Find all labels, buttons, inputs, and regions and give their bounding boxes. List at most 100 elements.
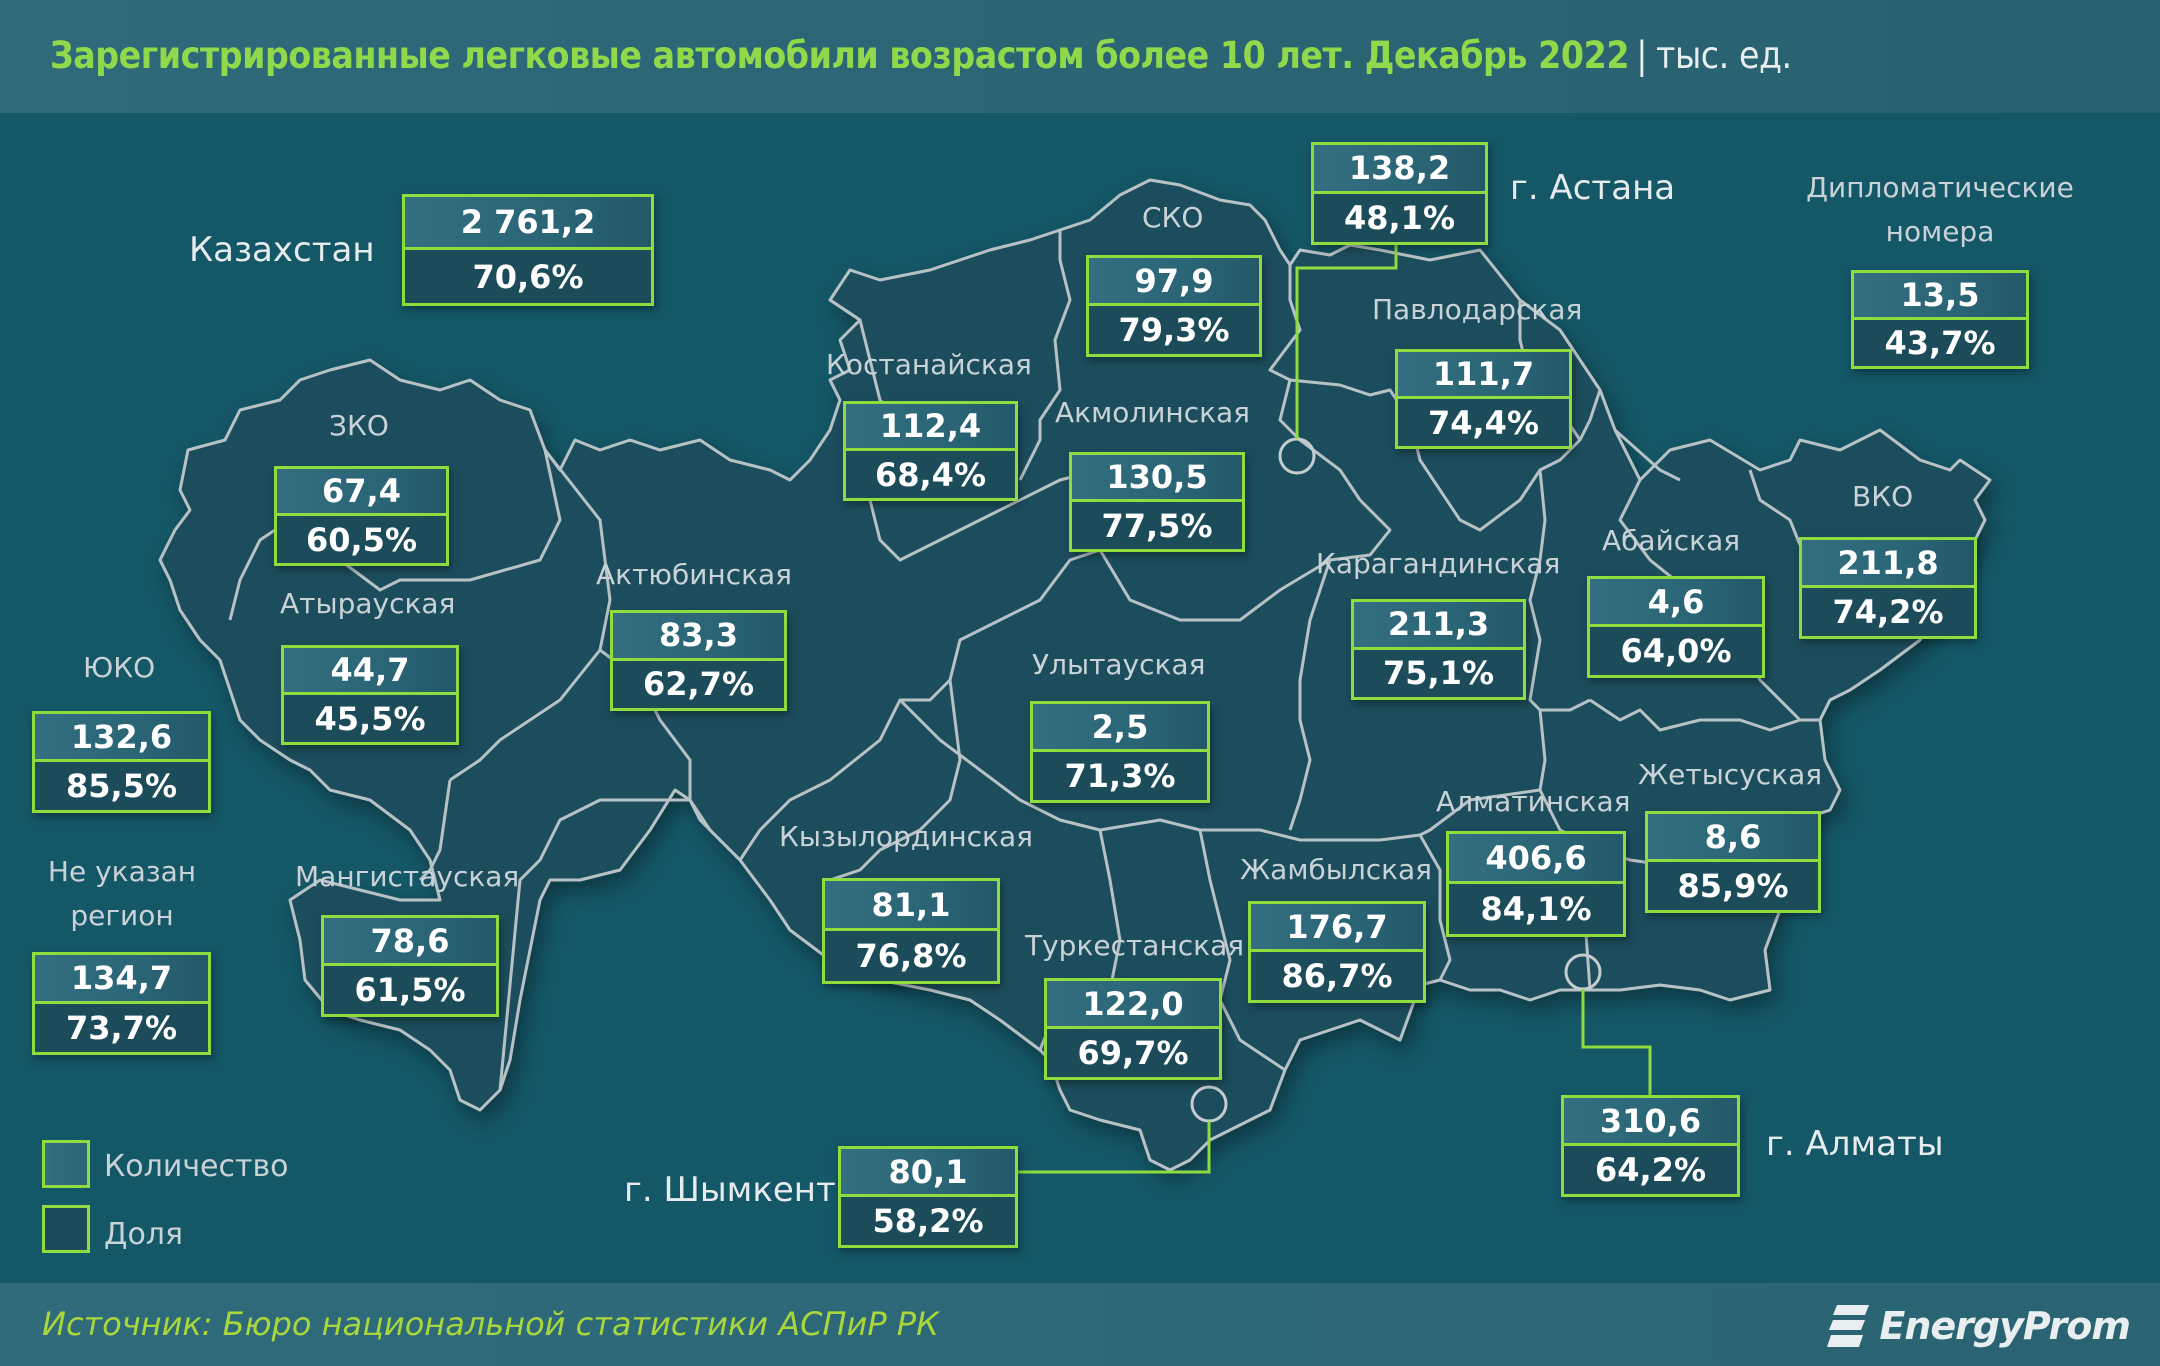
share-sko: 79,3% <box>1089 306 1259 354</box>
count-pavlodar: 111,7 <box>1398 352 1569 399</box>
label-pavlodar: Павлодарская <box>1372 293 1583 326</box>
box-shymkent: 80,1 58,2% <box>838 1146 1018 1248</box>
header-bar: Зарегистрированные легковые автомобили в… <box>0 0 2160 113</box>
box-kyzylorda: 81,1 76,8% <box>822 878 1000 984</box>
label-almaty: г. Алматы <box>1766 1124 1944 1164</box>
label-astana: г. Астана <box>1510 168 1676 208</box>
count-astana: 138,2 <box>1314 145 1485 194</box>
label-kazakhstan: Казахстан <box>189 230 375 270</box>
share-almaty-obl: 84,1% <box>1449 884 1623 934</box>
count-kyzylorda: 81,1 <box>825 881 997 931</box>
share-kazakhstan: 70,6% <box>405 250 651 303</box>
label-kostanay: Костанайская <box>826 348 1032 381</box>
chart-title: Зарегистрированные легковые автомобили в… <box>50 34 1792 77</box>
box-zko: 67,4 60,5% <box>274 466 449 566</box>
label-vko: ВКО <box>1852 480 1914 513</box>
count-aktobe: 83,3 <box>613 613 784 661</box>
share-kostanay: 68,4% <box>846 451 1015 498</box>
box-astana: 138,2 48,1% <box>1311 142 1488 245</box>
count-atyrau: 44,7 <box>284 648 456 695</box>
unit-label: тыс. ед. <box>1656 34 1792 77</box>
box-unknown: 134,7 73,7% <box>32 952 211 1055</box>
label-atyrau: Атырауская <box>280 587 456 620</box>
label-ulytau: Улытауская <box>1032 648 1206 681</box>
count-abai: 4,6 <box>1590 579 1762 627</box>
count-yuko: 132,6 <box>35 714 208 762</box>
box-sko: 97,9 79,3% <box>1086 255 1262 357</box>
footer-bar: Источник: Бюро национальной статистики А… <box>0 1283 2160 1366</box>
box-abai: 4,6 64,0% <box>1587 576 1765 678</box>
box-turkestan: 122,0 69,7% <box>1044 978 1222 1080</box>
count-unknown: 134,7 <box>35 955 208 1004</box>
source-note: Источник: Бюро национальной статистики А… <box>42 1305 939 1343</box>
title-text: Зарегистрированные легковые автомобили в… <box>50 34 1630 77</box>
share-zhetysu: 85,9% <box>1648 862 1818 910</box>
count-almaty: 310,6 <box>1564 1098 1737 1146</box>
label-sko: СКО <box>1142 201 1204 234</box>
share-karaganda: 75,1% <box>1354 649 1523 697</box>
label-kyzylorda: Кызылординская <box>779 820 1033 853</box>
share-turkestan: 69,7% <box>1047 1029 1219 1077</box>
logo-text: EnergyProm <box>1879 1304 2131 1348</box>
label-diplo-line2: номера <box>1885 215 1995 248</box>
label-zko: ЗКО <box>329 409 389 442</box>
share-astana: 48,1% <box>1314 193 1485 242</box>
share-vko: 74,2% <box>1802 588 1974 636</box>
label-turkestan: Туркестанская <box>1025 929 1245 962</box>
count-zko: 67,4 <box>277 469 446 516</box>
share-akmola: 77,5% <box>1072 502 1242 549</box>
share-aktobe: 62,7% <box>613 660 784 708</box>
label-karaganda: Карагандинская <box>1316 547 1561 580</box>
label-aktobe: Актюбинская <box>596 558 793 591</box>
share-mangystau: 61,5% <box>324 966 496 1014</box>
share-pavlodar: 74,4% <box>1398 399 1569 446</box>
title-separator: | <box>1636 34 1648 77</box>
count-kazakhstan: 2 761,2 <box>405 197 651 250</box>
label-almaty-obl: Алматинская <box>1436 785 1631 818</box>
share-diplo: 43,7% <box>1854 319 2026 366</box>
label-zhambyl: Жамбылская <box>1240 853 1433 886</box>
map-area: Казахстан 2 761,2 70,6% 138,2 48,1% г. А… <box>0 113 2160 1283</box>
share-shymkent: 58,2% <box>841 1197 1015 1245</box>
box-akmola: 130,5 77,5% <box>1069 452 1245 552</box>
share-atyrau: 45,5% <box>284 695 456 742</box>
label-abai: Абайская <box>1602 524 1741 557</box>
count-zhambyl: 176,7 <box>1251 904 1423 952</box>
count-sko: 97,9 <box>1089 258 1259 306</box>
box-yuko: 132,6 85,5% <box>32 711 211 813</box>
count-zhetysu: 8,6 <box>1648 814 1818 862</box>
box-kostanay: 112,4 68,4% <box>843 401 1018 501</box>
box-pavlodar: 111,7 74,4% <box>1395 349 1572 449</box>
label-akmola: Акмолинская <box>1055 396 1251 429</box>
count-karaganda: 211,3 <box>1354 602 1523 650</box>
count-kostanay: 112,4 <box>846 404 1015 451</box>
label-mangystau: Мангистауская <box>295 860 520 893</box>
box-diplo: 13,5 43,7% <box>1851 270 2029 369</box>
count-diplo: 13,5 <box>1854 273 2026 320</box>
share-abai: 64,0% <box>1590 627 1762 675</box>
box-kazakhstan: 2 761,2 70,6% <box>402 194 654 306</box>
box-karaganda: 211,3 75,1% <box>1351 599 1526 700</box>
legend-share-label: Доля <box>104 1217 184 1252</box>
share-yuko: 85,5% <box>35 762 208 810</box>
count-ulytau: 2,5 <box>1033 704 1207 752</box>
label-unknown-line2: регион <box>70 899 174 932</box>
count-mangystau: 78,6 <box>324 918 496 966</box>
energyprom-logo: EnergyProm <box>1827 1301 2131 1351</box>
share-ulytau: 71,3% <box>1033 752 1207 800</box>
box-mangystau: 78,6 61,5% <box>321 915 499 1017</box>
legend-share-swatch <box>42 1205 90 1253</box>
label-zhetysu: Жетысуская <box>1638 758 1823 791</box>
box-zhambyl: 176,7 86,7% <box>1248 901 1426 1003</box>
share-unknown: 73,7% <box>35 1003 208 1052</box>
label-unknown: Не указан регион <box>22 850 222 938</box>
count-turkestan: 122,0 <box>1047 981 1219 1029</box>
count-shymkent: 80,1 <box>841 1149 1015 1197</box>
label-unknown-line1: Не указан <box>47 855 197 888</box>
energyprom-logo-icon <box>1827 1305 1870 1347</box>
share-kyzylorda: 76,8% <box>825 931 997 981</box>
box-almaty: 310,6 64,2% <box>1561 1095 1740 1197</box>
box-ulytau: 2,5 71,3% <box>1030 701 1210 803</box>
label-yuko: ЮКО <box>83 651 156 684</box>
label-diplo: Дипломатические номера <box>1795 166 2085 254</box>
